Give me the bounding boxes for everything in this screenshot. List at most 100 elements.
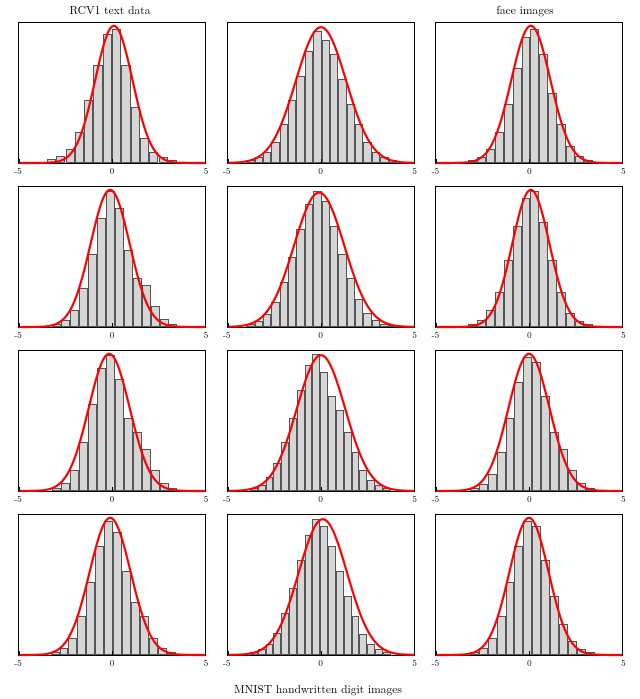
subplot-r1-c0: -505 [10,182,210,340]
xtick-label: -5 [415,164,455,177]
xtick-label: -5 [0,164,38,177]
xtick-label: 0 [509,328,549,341]
plot-area [18,22,206,164]
xtick-mark [321,323,322,327]
xtick-mark [205,323,206,327]
xtick-mark [622,159,623,163]
xtick-mark [19,487,20,491]
subplot-r0-c0: -505 [10,18,210,176]
xtick-label: 5 [603,492,640,505]
col1-title: RCV1 text data [10,2,210,18]
plot-area [435,186,623,328]
xtick-mark [529,651,530,655]
xtick-label: -5 [207,656,247,669]
subplot-r3-c2: -505 [427,510,627,668]
xtick-mark [19,323,20,327]
gaussian-curve [228,351,414,491]
subplot-grid: -505-505-505-505-505-505-505-505-505-505… [10,18,630,668]
xtick-label: 0 [301,656,341,669]
xtick-label: -5 [0,328,38,341]
xtick-mark [228,487,229,491]
xtick-mark [112,323,113,327]
xtick-label: -5 [0,492,38,505]
subplot-r0-c2: -505 [427,18,627,176]
xtick-mark [205,487,206,491]
xtick-mark [414,323,415,327]
xtick-label: 5 [603,656,640,669]
xtick-label: 5 [603,164,640,177]
xtick-label: -5 [415,328,455,341]
subplot-r3-c0: -505 [10,510,210,668]
xtick-label: -5 [207,164,247,177]
xtick-label: 0 [509,164,549,177]
xtick-label: 0 [92,492,132,505]
gaussian-curve [228,515,414,655]
plot-area [227,350,415,492]
gaussian-curve [19,351,205,491]
xtick-mark [205,159,206,163]
gaussian-curve [228,23,414,163]
xtick-mark [19,159,20,163]
xtick-mark [414,159,415,163]
subplot-r3-c1: -505 [219,510,419,668]
xtick-label: 0 [92,656,132,669]
gaussian-curve [19,187,205,327]
gaussian-curve [436,187,622,327]
plot-area [435,22,623,164]
xtick-mark [19,651,20,655]
xtick-mark [228,323,229,327]
xtick-mark [205,651,206,655]
plot-area [18,514,206,656]
xtick-mark [414,487,415,491]
xtick-label: 0 [509,656,549,669]
xtick-label: 0 [509,492,549,505]
xtick-mark [436,651,437,655]
xtick-label: -5 [207,492,247,505]
xtick-mark [622,651,623,655]
xtick-label: 0 [92,328,132,341]
xtick-label: -5 [207,328,247,341]
gaussian-curve [19,23,205,163]
plot-area [227,186,415,328]
plot-area [18,350,206,492]
xtick-label: -5 [0,656,38,669]
xtick-label: -5 [415,492,455,505]
xtick-mark [414,651,415,655]
xtick-label: 0 [301,492,341,505]
col3-title: face images [425,2,625,18]
xtick-mark [228,651,229,655]
xtick-mark [436,487,437,491]
plot-area [435,350,623,492]
xtick-mark [529,159,530,163]
plot-area [18,186,206,328]
gaussian-curve [436,351,622,491]
subplot-r2-c0: -505 [10,346,210,504]
xtick-mark [529,323,530,327]
xtick-mark [622,323,623,327]
xtick-mark [228,159,229,163]
xtick-mark [622,487,623,491]
xtick-label: -5 [415,656,455,669]
gaussian-curve [228,187,414,327]
xtick-label: 0 [92,164,132,177]
xtick-mark [112,159,113,163]
plot-area [435,514,623,656]
plot-area [227,514,415,656]
plot-area [227,22,415,164]
xtick-mark [436,159,437,163]
subplot-r2-c2: -505 [427,346,627,504]
subplot-r1-c1: -505 [219,182,419,340]
xtick-mark [436,323,437,327]
gaussian-curve [19,515,205,655]
subplot-r0-c1: -505 [219,18,419,176]
xtick-label: 0 [301,164,341,177]
gaussian-curve [436,515,622,655]
col2-bottom-title: MNIST handwritten digit images [218,681,418,697]
subplot-r1-c2: -505 [427,182,627,340]
subplot-r2-c1: -505 [219,346,419,504]
xtick-mark [321,487,322,491]
xtick-mark [112,651,113,655]
xtick-mark [529,487,530,491]
gaussian-curve [436,23,622,163]
xtick-mark [321,159,322,163]
